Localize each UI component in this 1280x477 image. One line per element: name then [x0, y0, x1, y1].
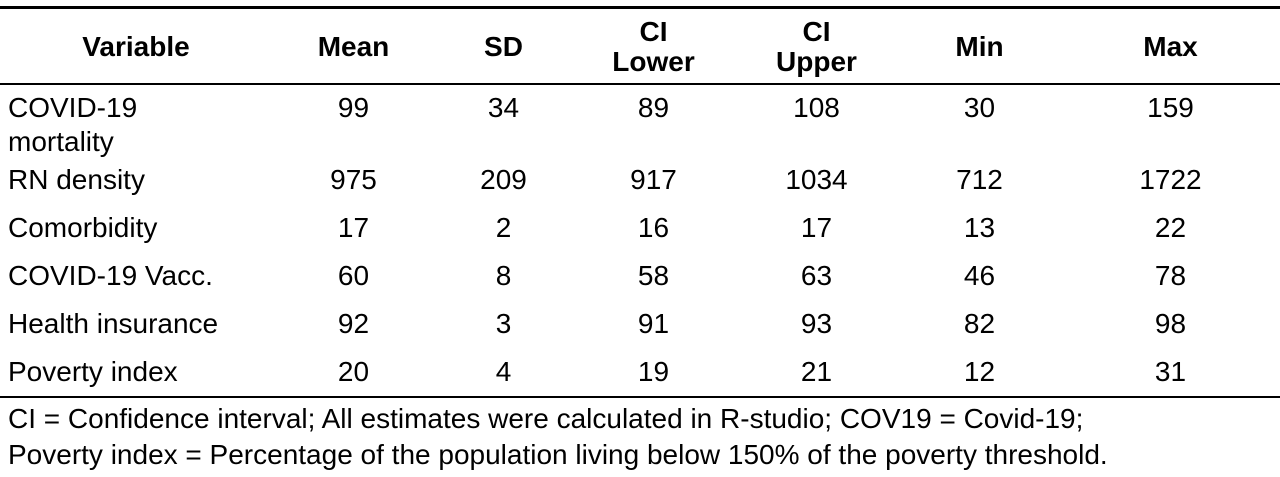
cell-ci-upper: 1034: [785, 164, 848, 195]
row-variable-label: COVID-19 Vacc.: [8, 260, 213, 291]
statistics-table: Variable Mean SD CI Lower CI Upper Min Max…: [0, 13, 1280, 403]
cell-sd: 3: [495, 308, 512, 339]
cell-max: 159: [1147, 92, 1194, 123]
cell-ci-lower: 917: [630, 164, 677, 195]
cell-min: 30: [963, 92, 996, 123]
cell-mean: 17: [337, 212, 370, 243]
header-min: Min: [955, 31, 1004, 62]
row-variable-label: Comorbidity: [8, 212, 158, 243]
header-ci-upper: CI Upper: [776, 16, 857, 77]
footnote-line-2: Poverty index = Percentage of the popula…: [8, 439, 1108, 470]
header-sd: SD: [484, 31, 523, 62]
header-max: Max: [1143, 31, 1198, 62]
cell-mean: 92: [337, 308, 370, 339]
cell-max: 98: [1154, 308, 1187, 339]
cell-sd: 8: [495, 260, 512, 291]
header-mean: Mean: [317, 31, 390, 62]
cell-mean: 99: [337, 92, 370, 123]
table-footnote: CI = Confidence interval; All estimates …: [8, 401, 1280, 473]
table-bottom-rule: [0, 396, 1280, 398]
cell-ci-upper: 93: [800, 308, 833, 339]
table-row: Comorbidity 17 2 16 17 13 22: [0, 211, 1280, 259]
cell-ci-lower: 19: [637, 356, 670, 387]
cell-min: 82: [963, 308, 996, 339]
cell-max: 31: [1154, 356, 1187, 387]
cell-mean: 60: [337, 260, 370, 291]
cell-ci-upper: 21: [800, 356, 833, 387]
cell-ci-lower: 58: [637, 260, 670, 291]
table-header-row: Variable Mean SD CI Lower CI Upper Min Max: [0, 13, 1280, 81]
row-variable-label: Poverty index: [8, 356, 178, 387]
row-variable-label: RN density: [8, 164, 145, 195]
cell-sd: 209: [480, 164, 527, 195]
cell-min: 13: [963, 212, 996, 243]
header-variable: Variable: [82, 31, 190, 62]
footnote-line-1: CI = Confidence interval; All estimates …: [8, 403, 1084, 434]
table-row: COVID-19 Vacc. 60 8 58 63 46 78: [0, 259, 1280, 307]
row-variable-label: COVID-19 mortality: [8, 92, 138, 157]
table-body: COVID-19 mortality 99 34 89 108 30 159 RN densit…: [0, 81, 1280, 403]
table-row: RN density 975 209 917 1034 712 1722: [0, 163, 1280, 211]
cell-min: 46: [963, 260, 996, 291]
cell-sd: 2: [495, 212, 512, 243]
cell-ci-lower: 16: [637, 212, 670, 243]
cell-mean: 20: [337, 356, 370, 387]
table-top-rule: [0, 6, 1280, 9]
row-variable-label: Health insurance: [8, 308, 219, 339]
cell-sd: 4: [495, 356, 512, 387]
cell-max: 1722: [1139, 164, 1202, 195]
table-header-rule: [0, 83, 1280, 85]
cell-mean: 975: [330, 164, 377, 195]
cell-ci-lower: 89: [637, 92, 670, 123]
header-ci-lower: CI Lower: [612, 16, 695, 77]
cell-sd: 34: [487, 92, 520, 123]
cell-ci-lower: 91: [637, 308, 670, 339]
cell-ci-upper: 63: [800, 260, 833, 291]
table-row: Health insurance 92 3 91 93 82 98: [0, 307, 1280, 355]
cell-min: 712: [956, 164, 1003, 195]
cell-max: 78: [1154, 260, 1187, 291]
cell-ci-upper: 108: [793, 92, 840, 123]
cell-max: 22: [1154, 212, 1187, 243]
table-row: Poverty index 20 4 19 21 12 31: [0, 355, 1280, 403]
cell-min: 12: [963, 356, 996, 387]
table-row: COVID-19 mortality 99 34 89 108 30 159: [0, 87, 1280, 163]
cell-ci-upper: 17: [800, 212, 833, 243]
